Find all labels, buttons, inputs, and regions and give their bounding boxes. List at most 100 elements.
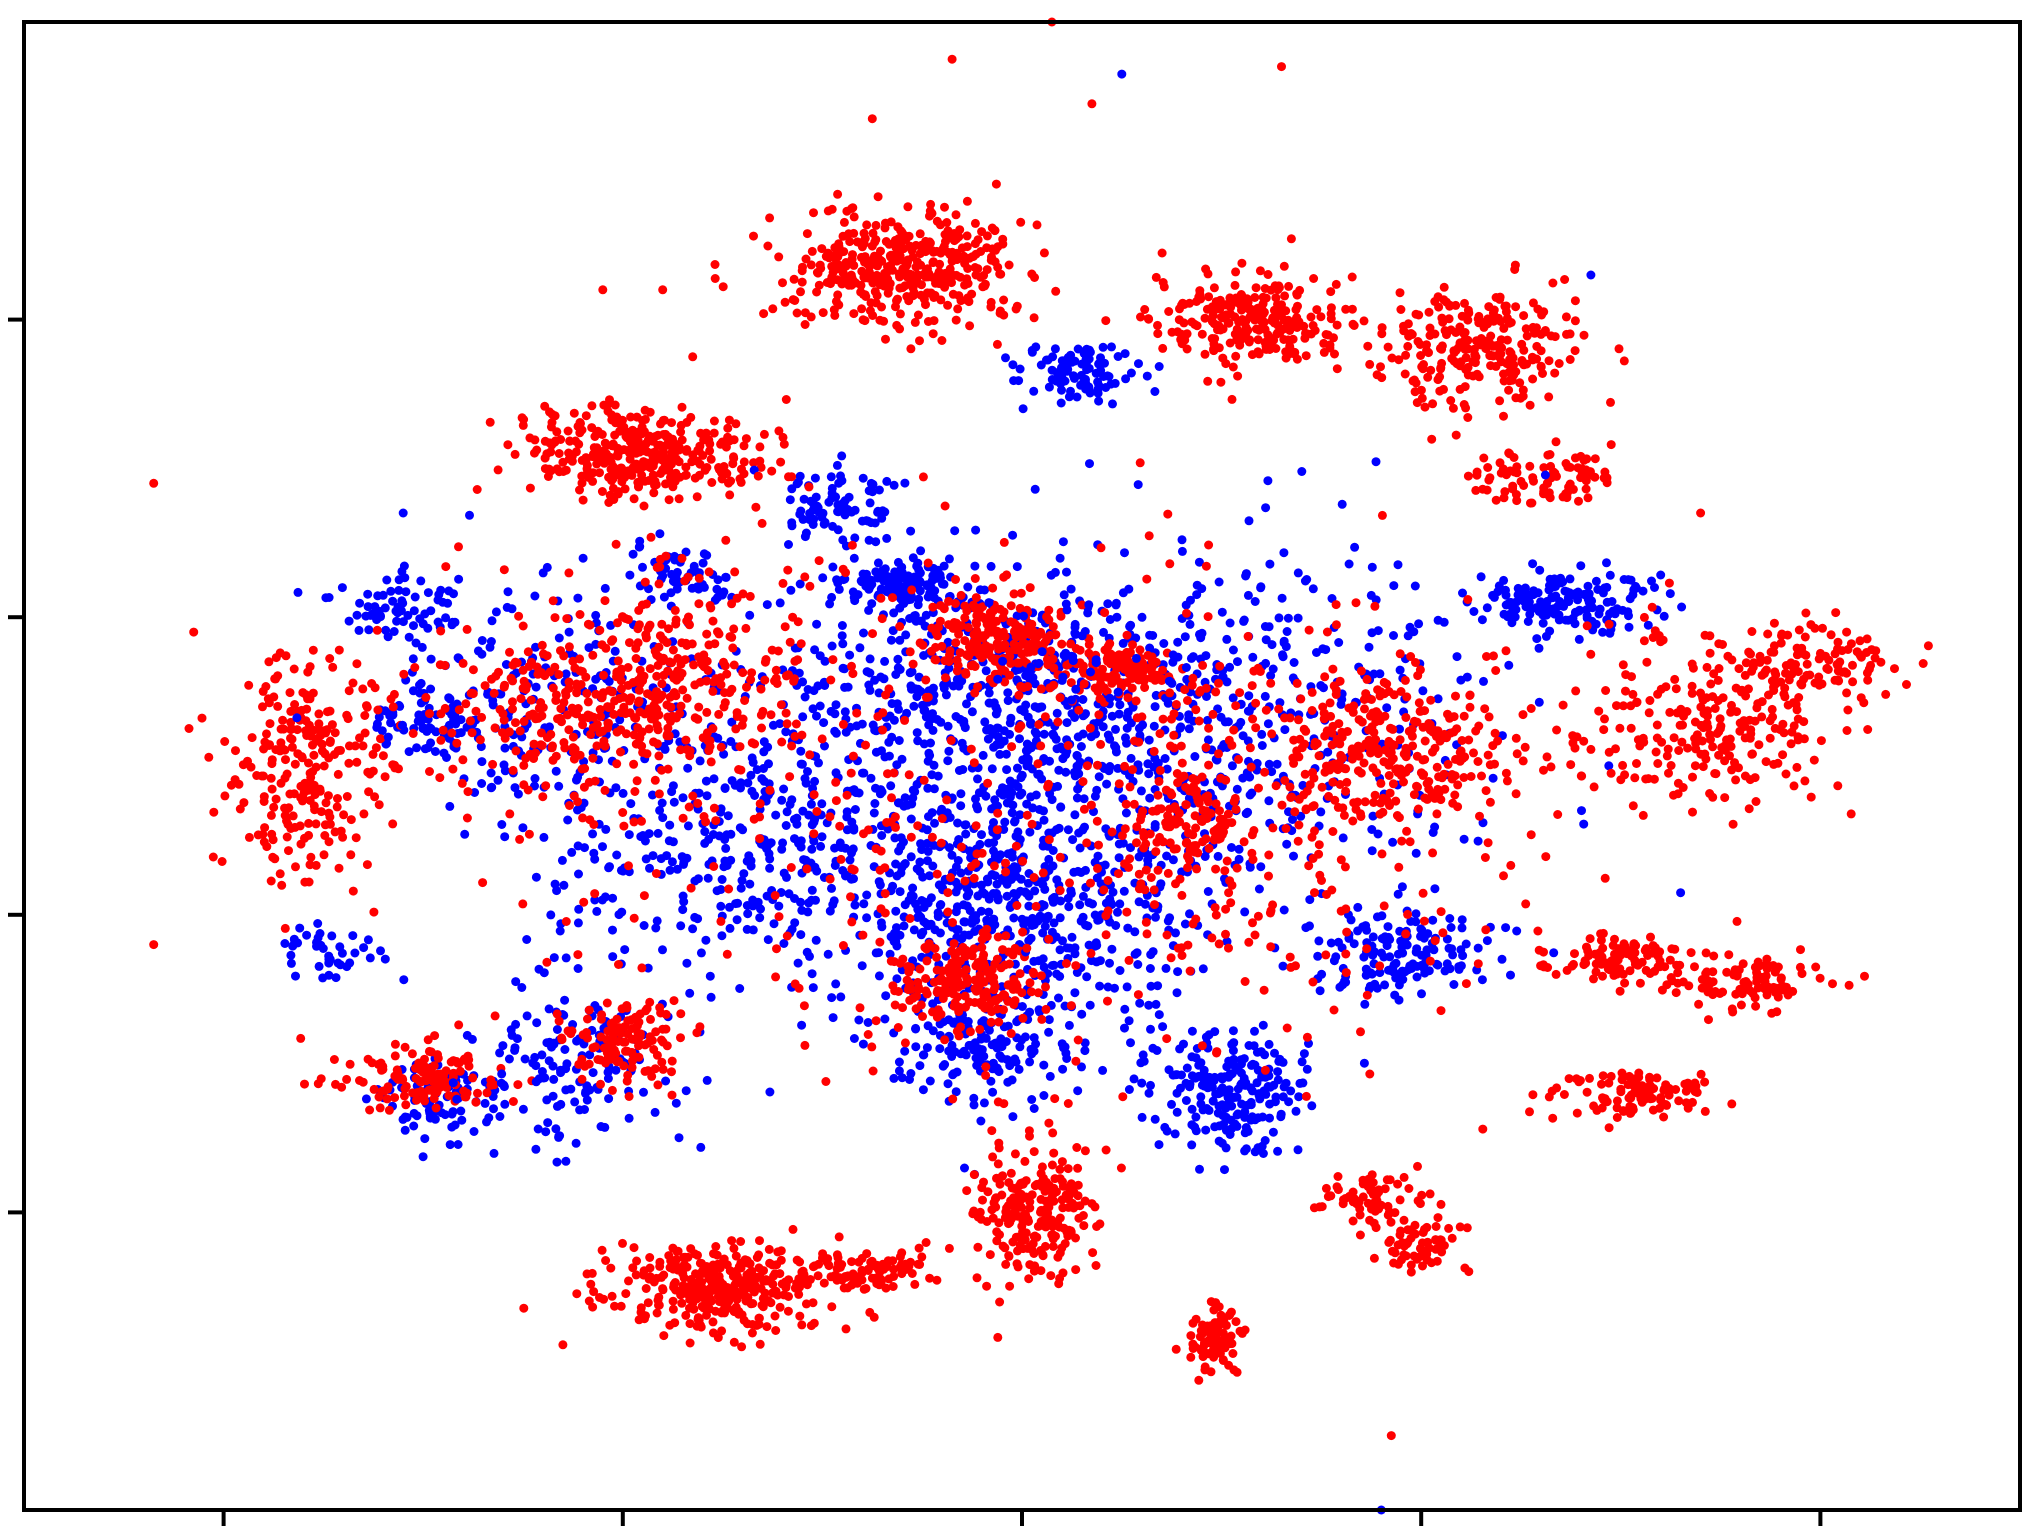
scatter-point	[1549, 948, 1559, 958]
scatter-point	[369, 1084, 379, 1094]
scatter-point	[658, 1285, 668, 1295]
scatter-point	[864, 535, 874, 545]
scatter-point	[610, 430, 620, 440]
scatter-point	[662, 458, 671, 468]
scatter-point	[1508, 353, 1518, 363]
scatter-point	[1079, 794, 1089, 804]
scatter-point	[839, 575, 848, 585]
scatter-point	[972, 638, 982, 648]
scatter-point	[1115, 899, 1125, 909]
scatter-point	[1312, 305, 1322, 315]
scatter-point	[893, 654, 903, 664]
scatter-point	[1133, 960, 1143, 969]
scatter-point	[884, 1274, 894, 1284]
scatter-point	[882, 533, 892, 543]
scatter-point	[1263, 330, 1273, 340]
scatter-point	[376, 734, 385, 744]
scatter-point	[910, 273, 920, 283]
scatter-point	[381, 739, 391, 749]
scatter-point	[727, 776, 737, 786]
scatter-point	[1103, 730, 1113, 740]
scatter-point	[933, 908, 943, 918]
scatter-point	[1137, 1078, 1147, 1088]
scatter-point	[787, 518, 797, 528]
scatter-point	[629, 1243, 639, 1253]
scatter-point	[1506, 970, 1515, 980]
scatter-point	[280, 923, 290, 933]
scatter-point	[1448, 950, 1458, 960]
scatter-point	[828, 1013, 838, 1023]
scatter-point	[963, 582, 973, 592]
scatter-point	[1299, 321, 1309, 331]
scatter-point	[268, 835, 278, 845]
scatter-point	[650, 447, 660, 457]
scatter-point	[711, 1242, 721, 1251]
scatter-point	[882, 476, 892, 486]
scatter-point	[409, 1108, 419, 1118]
scatter-point	[362, 860, 372, 870]
scatter-point	[1032, 220, 1042, 230]
scatter-point	[1471, 352, 1481, 362]
scatter-point	[1172, 988, 1182, 998]
scatter-point	[941, 690, 951, 700]
scatter-point	[943, 756, 953, 766]
scatter-point	[314, 961, 324, 971]
scatter-point	[1123, 693, 1133, 703]
scatter-point	[818, 508, 828, 518]
scatter-point	[1301, 923, 1311, 933]
scatter-point	[1195, 1164, 1204, 1174]
scatter-point	[344, 686, 354, 696]
scatter-point	[862, 890, 872, 900]
scatter-point	[1250, 293, 1260, 302]
scatter-point	[1559, 601, 1569, 611]
scatter-point	[1516, 476, 1526, 486]
scatter-point	[1396, 305, 1406, 314]
scatter-point	[1105, 615, 1115, 624]
scatter-point	[1528, 473, 1538, 483]
scatter-point	[1150, 702, 1160, 712]
scatter-point	[360, 711, 370, 720]
scatter-point	[1353, 902, 1363, 912]
scatter-point	[907, 684, 916, 694]
scatter-point	[917, 1252, 927, 1262]
scatter-point	[1182, 344, 1192, 354]
scatter-point	[995, 749, 1005, 759]
scatter-point	[1618, 605, 1628, 615]
scatter-point	[772, 1260, 782, 1270]
scatter-point	[575, 485, 584, 495]
scatter-point	[1195, 289, 1205, 299]
scatter-point	[1477, 975, 1487, 985]
scatter-point	[1045, 1071, 1055, 1081]
scatter-point	[874, 485, 884, 495]
scatter-point	[1093, 851, 1103, 861]
scatter-point	[909, 925, 919, 935]
scatter-point	[600, 438, 610, 448]
scatter-point	[1039, 1091, 1049, 1100]
scatter-point	[1478, 484, 1488, 494]
scatter-point	[1446, 923, 1456, 932]
scatter-point	[384, 1105, 394, 1115]
scatter-point	[1565, 355, 1575, 364]
scatter-point	[345, 1059, 355, 1069]
scatter-point	[693, 1313, 703, 1323]
scatter-point	[970, 574, 980, 583]
scatter-point	[832, 575, 842, 585]
scatter-point	[624, 1276, 633, 1286]
scatter-point	[558, 1340, 568, 1350]
scatter-point	[301, 716, 311, 726]
scatter-point	[1120, 1004, 1130, 1014]
scatter-point	[1417, 989, 1426, 999]
scatter-point	[986, 302, 996, 312]
scatter-point	[311, 762, 321, 772]
scatter-point	[956, 801, 966, 811]
scatter-point	[403, 610, 413, 620]
scatter-point	[687, 1283, 697, 1293]
scatter-point	[907, 243, 917, 253]
scatter-point	[1626, 575, 1636, 585]
scatter-point	[1363, 341, 1373, 351]
scatter-point	[926, 583, 936, 592]
scatter-point	[894, 736, 904, 745]
scatter-point	[1059, 590, 1069, 600]
scatter-point	[1246, 1115, 1256, 1125]
scatter-point	[721, 843, 731, 853]
